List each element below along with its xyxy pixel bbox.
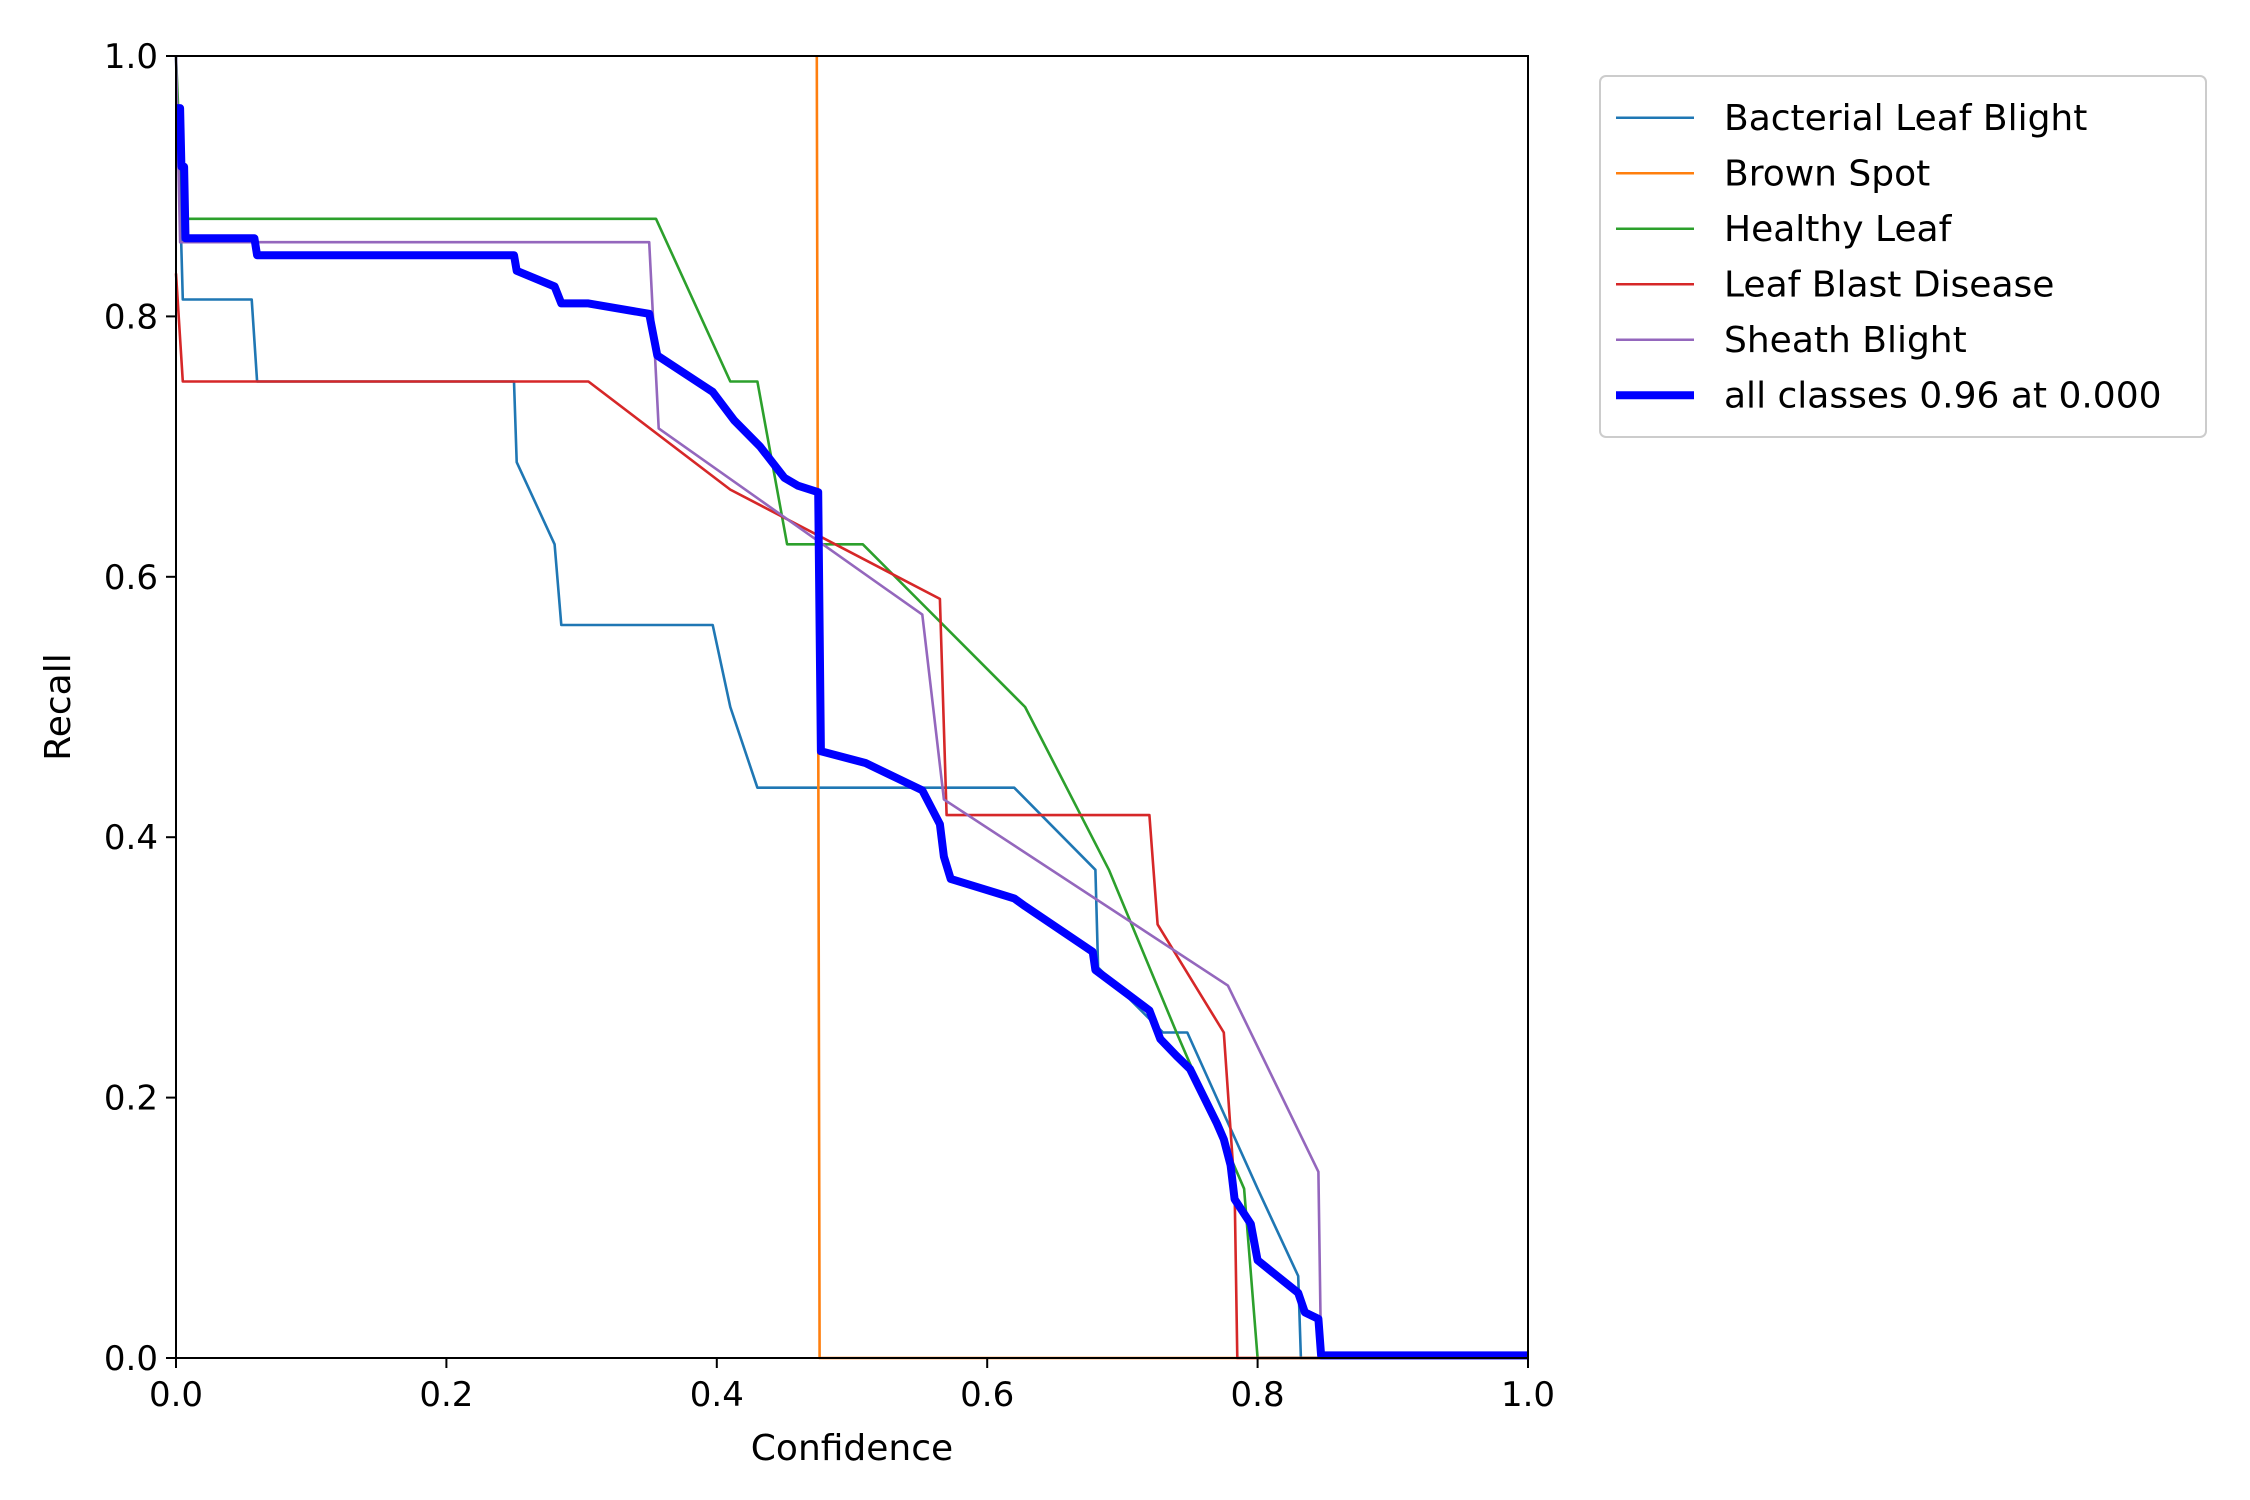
series-line-healthy-leaf <box>174 55 1528 1360</box>
legend-label: Brown Spot <box>1724 153 1930 194</box>
y-tick-label: 0.4 <box>104 818 158 858</box>
y-tick-label: 1.0 <box>104 37 158 77</box>
y-tick-label: 0.0 <box>104 1339 158 1379</box>
legend-label: Healthy Leaf <box>1724 209 1953 250</box>
series-line-leaf-blast-disease <box>174 273 1528 1360</box>
y-axis-ticks: 0.0 0.2 0.4 0.6 0.8 1.0 <box>104 37 176 1379</box>
legend-label: Leaf Blast Disease <box>1724 264 2054 305</box>
legend-label: Sheath Blight <box>1724 320 1967 361</box>
y-tick-label: 0.6 <box>104 558 158 598</box>
x-tick-label: 0.4 <box>690 1375 744 1415</box>
x-axis-ticks: 0.0 0.2 0.4 0.6 0.8 1.0 <box>149 1358 1555 1415</box>
plot-frame <box>175 55 1529 1359</box>
x-tick-label: 0.0 <box>149 1375 203 1415</box>
x-axis-label: Confidence <box>751 1428 953 1469</box>
x-tick-label: 1.0 <box>1501 1375 1555 1415</box>
legend-box <box>1599 75 2207 438</box>
series-line-all-classes-0-96-at-0-000 <box>176 104 1528 1360</box>
legend-label: all classes 0.96 at 0.000 <box>1724 375 2162 416</box>
legend-label: Bacterial Leaf Blight <box>1724 98 2087 139</box>
legend: Bacterial Leaf Blight Brown Spot Healthy L… <box>1599 75 2207 438</box>
x-tick-label: 0.8 <box>1231 1375 1285 1415</box>
y-tick-label: 0.2 <box>104 1079 158 1119</box>
series-line-sheath-blight <box>174 55 1528 1360</box>
y-axis-label: Recall <box>38 653 79 760</box>
y-tick-label: 0.8 <box>104 297 158 337</box>
x-tick-label: 0.2 <box>419 1375 473 1415</box>
x-tick-label: 0.6 <box>960 1375 1014 1415</box>
